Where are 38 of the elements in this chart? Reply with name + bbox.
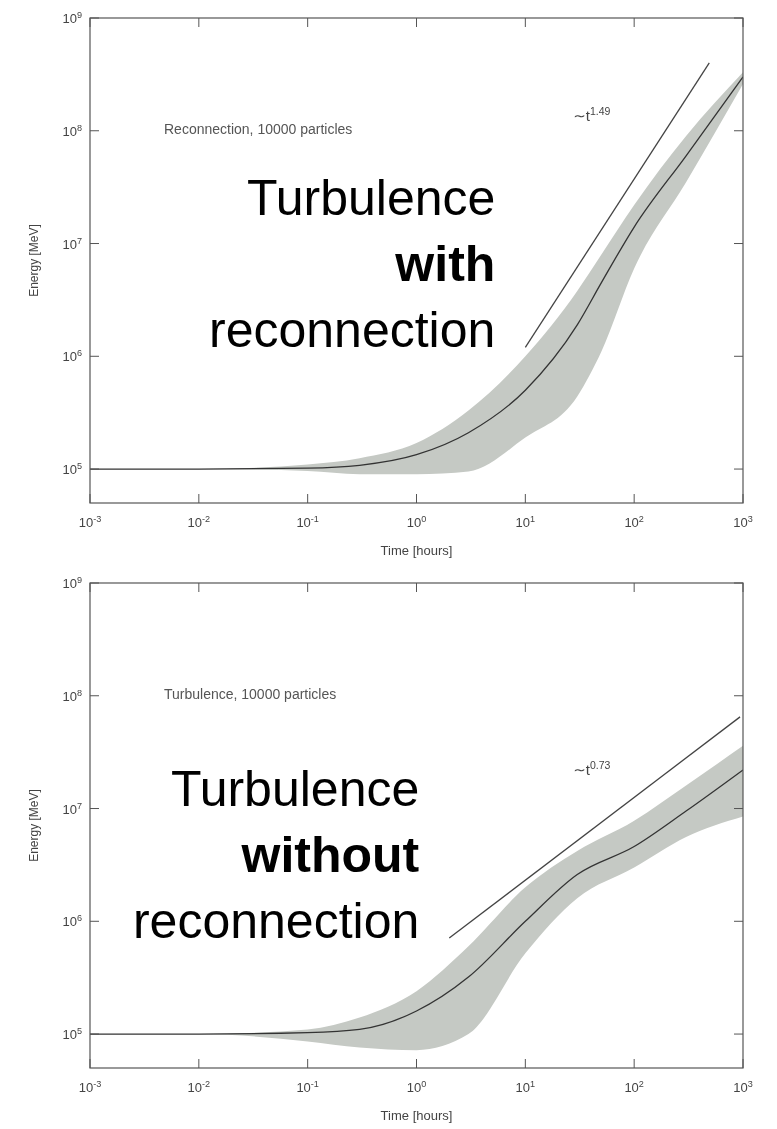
y-tick-label: 10$^{9}$ [62, 575, 82, 591]
annotation: ∼t$^{1.49}$ [573, 104, 611, 124]
annotation: Reconnection, 10000 particles [164, 121, 353, 137]
x-tick-label: 10$^{-2}$ [187, 1079, 211, 1095]
y-tick-label: 10$^{6}$ [62, 348, 82, 365]
x-axis-title: Time [hours] [380, 543, 453, 558]
annotation: reconnection [209, 302, 496, 359]
annotation: Turbulence, 10000 particles [164, 686, 337, 702]
x-tick-label: 10$^{1}$ [515, 1079, 536, 1095]
x-tick-label: 10$^{0}$ [406, 1079, 427, 1095]
y-tick-label: 10$^{7}$ [62, 800, 82, 817]
x-tick-label: 10$^{-3}$ [78, 1079, 102, 1095]
x-tick-label: 10$^{-3}$ [78, 514, 102, 530]
y-tick-label: 10$^{9}$ [62, 10, 82, 26]
annotation: ∼t$^{0.73}$ [573, 758, 611, 778]
y-tick-label: 10$^{8}$ [62, 687, 82, 704]
y-tick-label: 10$^{7}$ [62, 235, 82, 252]
annotation: with [394, 236, 496, 293]
annotation: without [240, 827, 420, 884]
x-tick-label: 10$^{3}$ [733, 1079, 753, 1095]
y-tick-label: 10$^{5}$ [62, 461, 82, 478]
x-tick-label: 10$^{-1}$ [296, 514, 319, 530]
y-tick-label: 10$^{6}$ [62, 913, 82, 930]
x-tick-label: 10$^{-2}$ [187, 514, 211, 530]
y-axis-title: Energy [MeV] [27, 224, 41, 297]
x-tick-label: 10$^{2}$ [624, 1079, 644, 1095]
y-tick-label: 10$^{8}$ [62, 122, 82, 139]
x-tick-label: 10$^{1}$ [515, 514, 536, 530]
annotation: reconnection [132, 893, 420, 950]
annotation: Turbulence [170, 761, 420, 818]
x-axis-title: Time [hours] [380, 1108, 453, 1123]
y-tick-label: 10$^{5}$ [62, 1026, 82, 1043]
x-tick-label: 10$^{3}$ [733, 514, 753, 530]
annotation: Turbulence [247, 170, 496, 227]
x-tick-label: 10$^{0}$ [406, 514, 427, 530]
x-tick-label: 10$^{-1}$ [296, 1079, 319, 1095]
x-tick-label: 10$^{2}$ [624, 514, 644, 530]
y-axis-title: Energy [MeV] [27, 789, 41, 862]
